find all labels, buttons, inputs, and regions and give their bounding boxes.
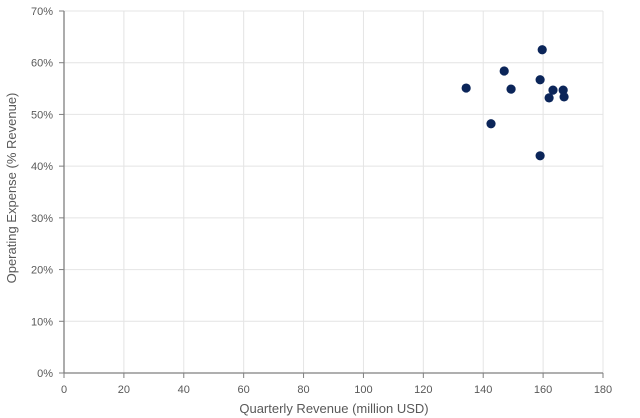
y-tick-label: 40% bbox=[31, 161, 53, 173]
x-tick-label: 160 bbox=[534, 384, 552, 396]
x-tick-label: 20 bbox=[118, 384, 130, 396]
x-tick-label: 80 bbox=[297, 384, 309, 396]
x-tick-label: 180 bbox=[594, 384, 612, 396]
x-tick-label: 140 bbox=[474, 384, 492, 396]
y-tick-label: 0% bbox=[37, 368, 53, 380]
data-point bbox=[499, 66, 509, 76]
data-point bbox=[486, 119, 496, 129]
x-tick-label: 60 bbox=[238, 384, 250, 396]
y-tick-label: 50% bbox=[31, 109, 53, 121]
y-tick-label: 70% bbox=[31, 6, 53, 18]
x-tick-label: 120 bbox=[414, 384, 432, 396]
data-point bbox=[544, 93, 554, 103]
data-point bbox=[506, 84, 516, 94]
x-tick-label: 40 bbox=[178, 384, 190, 396]
data-point bbox=[461, 83, 471, 93]
x-axis-ticks: 0 20 40 60 80 100 120 140 160 180 bbox=[61, 373, 612, 396]
data-point bbox=[535, 75, 545, 85]
y-axis-title: Operating Expense (% Revenue) bbox=[4, 93, 19, 284]
y-tick-label: 20% bbox=[31, 265, 53, 277]
axes bbox=[63, 11, 603, 374]
x-tick-label: 100 bbox=[354, 384, 372, 396]
data-point bbox=[548, 85, 558, 95]
y-tick-label: 30% bbox=[31, 213, 53, 225]
x-tick-label: 0 bbox=[61, 384, 67, 396]
y-tick-label: 10% bbox=[31, 316, 53, 328]
gridlines bbox=[64, 10, 604, 373]
data-point bbox=[535, 151, 545, 161]
data-point bbox=[558, 85, 568, 95]
data-point bbox=[559, 92, 569, 102]
data-points bbox=[461, 45, 569, 161]
x-axis-title: Quarterly Revenue (million USD) bbox=[239, 401, 428, 416]
data-point bbox=[537, 45, 547, 55]
y-tick-label: 60% bbox=[31, 58, 53, 70]
y-axis-ticks: 0% 10% 20% 30% 40% 50% 60% 70% bbox=[31, 6, 64, 380]
